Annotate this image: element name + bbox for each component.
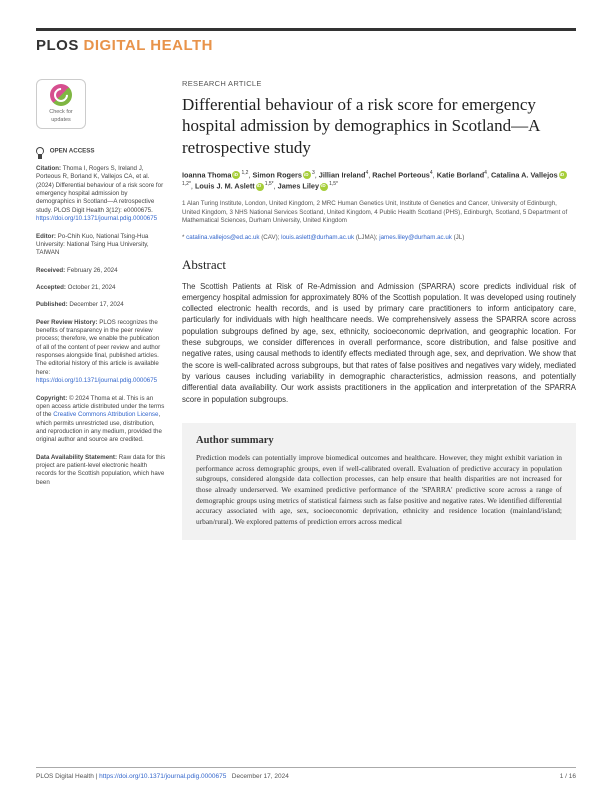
citation-doi-link[interactable]: https://doi.org/10.1371/journal.pdig.000… bbox=[36, 215, 157, 222]
peer-review-block: Peer Review History: PLOS recognizes the… bbox=[36, 319, 166, 386]
footer-date: December 17, 2024 bbox=[232, 773, 289, 780]
journal-plos: PLOS bbox=[36, 37, 79, 54]
cc-license-link[interactable]: Creative Commons Attribution License bbox=[53, 411, 158, 418]
article-title: Differential behaviour of a risk score f… bbox=[182, 94, 576, 158]
abstract-text: The Scottish Patients at Risk of Re-Admi… bbox=[182, 281, 576, 405]
badge-line2: updates bbox=[51, 117, 71, 124]
corresp-email-1[interactable]: catalina.vallejos@ed.ac.uk bbox=[186, 234, 259, 241]
peer-review-link[interactable]: https://doi.org/10.1371/journal.pdig.000… bbox=[36, 377, 166, 385]
check-updates-badge[interactable]: Check for updates bbox=[36, 79, 86, 129]
page-footer: PLOS Digital Health | https://doi.org/10… bbox=[36, 767, 576, 780]
open-access-icon bbox=[36, 147, 44, 155]
journal-dh: DIGITAL HEALTH bbox=[84, 37, 214, 54]
sidebar: Check for updates OPEN ACCESS Citation: … bbox=[36, 79, 166, 540]
open-access-row: OPEN ACCESS bbox=[36, 147, 166, 156]
corresponding-authors: * catalina.vallejos@ed.ac.uk (CAV); loui… bbox=[182, 234, 576, 241]
page-number: 1 / 16 bbox=[560, 773, 576, 780]
footer-journal: PLOS Digital Health | bbox=[36, 773, 97, 780]
orcid-icon[interactable] bbox=[559, 171, 567, 179]
article-type: RESEARCH ARTICLE bbox=[182, 79, 576, 88]
citation-block: Citation: Thoma I, Rogers S, Ireland J, … bbox=[36, 165, 166, 224]
published-block: Published: December 17, 2024 bbox=[36, 301, 166, 309]
badge-line1: Check for bbox=[49, 109, 73, 116]
received-block: Received: February 26, 2024 bbox=[36, 267, 166, 275]
updates-icon bbox=[50, 84, 72, 106]
orcid-icon[interactable] bbox=[303, 171, 311, 179]
corresp-email-2[interactable]: louis.aslett@durham.ac.uk bbox=[281, 234, 354, 241]
footer-doi-link[interactable]: https://doi.org/10.1371/journal.pdig.000… bbox=[99, 773, 226, 780]
accepted-block: Accepted: October 21, 2024 bbox=[36, 284, 166, 292]
data-availability-block: Data Availability Statement: Raw data fo… bbox=[36, 454, 166, 487]
open-access-label: OPEN ACCESS bbox=[50, 148, 95, 155]
summary-heading: Author summary bbox=[196, 435, 562, 446]
journal-header: PLOS DIGITAL HEALTH bbox=[36, 28, 576, 55]
copyright-block: Copyright: © 2024 Thoma et al. This is a… bbox=[36, 395, 166, 445]
author-summary-box: Author summary Prediction models can pot… bbox=[182, 423, 576, 540]
author-list: Ioanna Thoma1,2, Simon Rogers3, Jillian … bbox=[182, 170, 576, 193]
orcid-icon[interactable] bbox=[232, 171, 240, 179]
abstract-heading: Abstract bbox=[182, 257, 576, 273]
orcid-icon[interactable] bbox=[256, 183, 264, 191]
summary-text: Prediction models can potentially improv… bbox=[196, 453, 562, 528]
orcid-icon[interactable] bbox=[320, 183, 328, 191]
editor-block: Editor: Po-Chih Kuo, National Tsing-Hua … bbox=[36, 233, 166, 258]
main-column: RESEARCH ARTICLE Differential behaviour … bbox=[182, 79, 576, 540]
affiliations: 1 Alan Turing Institute, London, United … bbox=[182, 200, 576, 225]
corresp-email-3[interactable]: james.liley@durham.ac.uk bbox=[379, 234, 452, 241]
